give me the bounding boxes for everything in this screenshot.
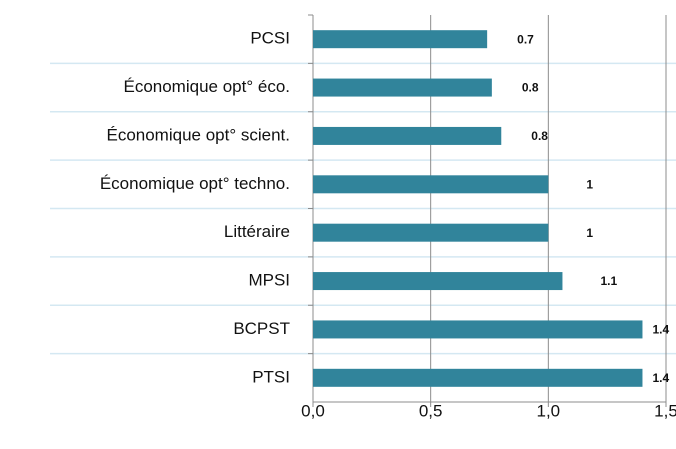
bar — [313, 368, 643, 387]
value-label: 1.4 — [652, 323, 669, 337]
value-label: 1 — [586, 226, 593, 240]
x-tick-label: 1,0 — [537, 401, 561, 420]
y-tick-label: PCSI — [250, 29, 290, 48]
y-tick-label: PTSI — [252, 367, 290, 386]
value-label: 1 — [586, 177, 593, 191]
value-label: 1.4 — [652, 371, 669, 385]
bar — [313, 223, 549, 242]
value-label: 0.7 — [517, 32, 534, 46]
bar — [313, 78, 492, 97]
y-tick-label: MPSI — [248, 271, 290, 290]
value-label: 1.1 — [600, 274, 617, 288]
y-tick-label: Économique opt° éco. — [123, 77, 290, 96]
value-label: 0.8 — [522, 81, 539, 95]
y-tick-label: BCPST — [233, 319, 290, 338]
bar — [313, 30, 488, 49]
y-tick-label: Économique opt° scient. — [106, 125, 290, 144]
bar — [313, 272, 563, 291]
bar — [313, 175, 549, 194]
x-tick-label: 0,0 — [301, 401, 325, 420]
bar — [313, 126, 502, 145]
y-tick-label: Économique opt° techno. — [100, 174, 290, 193]
value-label: 0.8 — [531, 129, 548, 143]
bar — [313, 320, 643, 339]
x-tick-label: 1,5 — [654, 401, 676, 420]
y-tick-label: Littéraire — [224, 222, 290, 241]
x-tick-label: 0,5 — [419, 401, 443, 420]
